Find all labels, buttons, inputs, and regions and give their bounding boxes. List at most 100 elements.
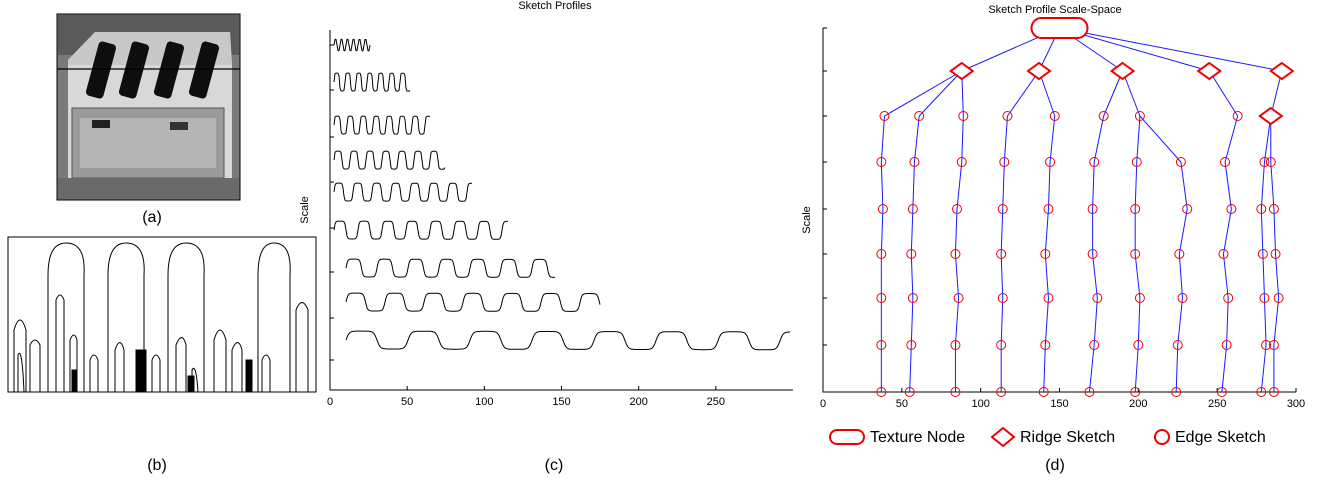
link bbox=[1003, 115, 1008, 163]
link bbox=[880, 161, 884, 210]
link bbox=[1260, 208, 1264, 255]
edge-node bbox=[1268, 204, 1279, 214]
edge-node bbox=[1089, 340, 1100, 350]
edge-node bbox=[997, 293, 1008, 303]
link bbox=[1273, 297, 1280, 346]
edge-node bbox=[1040, 340, 1051, 350]
edge-node bbox=[1084, 387, 1095, 397]
edge-node bbox=[1087, 204, 1098, 214]
link bbox=[961, 115, 964, 163]
x-tick-label: 100 bbox=[475, 396, 493, 408]
x-tick-label: 200 bbox=[1129, 398, 1147, 410]
link bbox=[1178, 253, 1183, 299]
edge-node bbox=[1257, 249, 1268, 259]
link bbox=[1222, 208, 1232, 255]
caption: (c) bbox=[545, 457, 564, 474]
link bbox=[1180, 161, 1188, 210]
edge-node bbox=[1259, 293, 1270, 303]
link bbox=[1221, 344, 1228, 393]
x-tick-label: 0 bbox=[327, 396, 333, 408]
edge-node bbox=[1259, 157, 1270, 167]
edge-node bbox=[1265, 157, 1276, 167]
edge-node bbox=[1232, 111, 1243, 121]
edge-node bbox=[877, 204, 888, 214]
link bbox=[1088, 344, 1095, 393]
link bbox=[1275, 253, 1280, 299]
link bbox=[1043, 344, 1046, 393]
edge-node bbox=[879, 111, 890, 121]
edge-node bbox=[956, 157, 967, 167]
edge-node bbox=[904, 387, 915, 397]
link bbox=[1224, 161, 1232, 210]
link bbox=[1103, 70, 1124, 117]
edge-node bbox=[1040, 249, 1051, 259]
link bbox=[956, 161, 963, 210]
legend-label: Edge Sketch bbox=[1175, 429, 1266, 446]
edge-node bbox=[876, 293, 887, 303]
edge-node bbox=[876, 387, 887, 397]
edge-node bbox=[1182, 204, 1193, 214]
link bbox=[1038, 70, 1056, 117]
ridge-node bbox=[1258, 106, 1284, 126]
profile-curve bbox=[333, 38, 371, 52]
link bbox=[1044, 208, 1049, 255]
edge-node bbox=[1221, 340, 1232, 350]
legend: Texture Node Ridge Sketch Edge Sketch bbox=[829, 426, 1266, 448]
link bbox=[1139, 115, 1182, 163]
edge-node bbox=[876, 249, 887, 259]
link bbox=[913, 115, 920, 163]
link bbox=[1007, 70, 1040, 117]
edge-node bbox=[1273, 293, 1284, 303]
caption: (d) bbox=[1045, 457, 1065, 474]
profile-curve bbox=[333, 182, 472, 202]
x-tick-label: 100 bbox=[971, 398, 989, 410]
x-tick-label: 250 bbox=[707, 396, 725, 408]
profile-curve bbox=[333, 115, 431, 135]
link bbox=[1093, 297, 1098, 346]
edge-node bbox=[996, 340, 1007, 350]
edge-node bbox=[1256, 204, 1267, 214]
edge-node bbox=[1172, 340, 1183, 350]
x-tick-label: 0 bbox=[820, 398, 826, 410]
edge-node bbox=[1177, 293, 1188, 303]
link bbox=[954, 297, 960, 346]
link bbox=[1175, 344, 1179, 393]
edge-node bbox=[1268, 387, 1279, 397]
edge-node bbox=[958, 111, 969, 121]
link bbox=[1178, 208, 1188, 255]
caption: (b) bbox=[147, 457, 167, 474]
edge-node bbox=[1043, 204, 1054, 214]
link bbox=[1000, 253, 1004, 299]
texture-node bbox=[1030, 17, 1089, 39]
x-tick-label: 250 bbox=[1208, 398, 1226, 410]
link bbox=[1092, 253, 1098, 299]
toaster-image bbox=[56, 13, 241, 201]
x-tick-label: 50 bbox=[896, 398, 908, 410]
edge-node bbox=[876, 340, 887, 350]
link bbox=[880, 115, 885, 163]
edge-node bbox=[952, 204, 963, 214]
edge-node bbox=[909, 157, 920, 167]
link bbox=[1002, 161, 1005, 210]
link bbox=[1137, 297, 1141, 346]
edge-node bbox=[1130, 204, 1141, 214]
link bbox=[1134, 344, 1139, 393]
profile-curve bbox=[345, 330, 790, 351]
link bbox=[1270, 161, 1275, 210]
edge-node bbox=[1130, 249, 1141, 259]
profile-curve bbox=[345, 258, 555, 278]
link bbox=[1208, 70, 1239, 117]
chart-title: Sketch Profiles bbox=[518, 0, 592, 12]
profile-curve bbox=[333, 150, 446, 170]
link bbox=[1273, 208, 1277, 255]
x-tick-label: 50 bbox=[401, 396, 413, 408]
edge-node bbox=[997, 204, 1008, 214]
edge-node bbox=[1002, 111, 1013, 121]
profile-curve bbox=[333, 72, 411, 92]
edge-node bbox=[876, 157, 887, 167]
ridge-node bbox=[1109, 61, 1136, 81]
link bbox=[954, 253, 960, 299]
edge-node bbox=[906, 340, 917, 350]
link bbox=[1092, 161, 1095, 210]
